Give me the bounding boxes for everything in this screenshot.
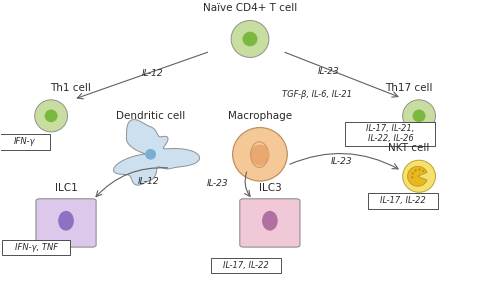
Ellipse shape — [34, 100, 68, 132]
Ellipse shape — [402, 100, 436, 132]
Text: Naïve CD4+ T cell: Naïve CD4+ T cell — [203, 3, 297, 13]
Text: IL-17, IL-22: IL-17, IL-22 — [224, 261, 269, 270]
Polygon shape — [408, 166, 427, 186]
Text: IFN-γ, TNF: IFN-γ, TNF — [14, 243, 58, 252]
Text: Dendritic cell: Dendritic cell — [116, 111, 185, 121]
Ellipse shape — [232, 127, 287, 181]
Ellipse shape — [242, 32, 258, 46]
Ellipse shape — [414, 169, 416, 171]
Polygon shape — [114, 120, 200, 185]
Ellipse shape — [262, 211, 278, 231]
FancyBboxPatch shape — [36, 199, 96, 247]
Text: IL-12: IL-12 — [142, 69, 164, 78]
Ellipse shape — [418, 168, 420, 171]
FancyBboxPatch shape — [0, 134, 50, 150]
Text: IL-23: IL-23 — [331, 157, 353, 166]
Ellipse shape — [412, 172, 414, 175]
Text: IL-23: IL-23 — [207, 179, 229, 188]
Ellipse shape — [145, 149, 156, 160]
FancyBboxPatch shape — [211, 258, 282, 273]
Ellipse shape — [411, 176, 414, 179]
Text: TGF-β, IL-6, IL-21: TGF-β, IL-6, IL-21 — [282, 90, 352, 99]
Ellipse shape — [402, 160, 436, 192]
Ellipse shape — [44, 109, 58, 122]
Text: Th1 cell: Th1 cell — [50, 83, 92, 93]
Ellipse shape — [422, 170, 424, 172]
Text: IL-12: IL-12 — [138, 177, 159, 186]
Ellipse shape — [412, 109, 426, 122]
Ellipse shape — [231, 21, 269, 58]
Text: Macrophage: Macrophage — [228, 111, 292, 121]
Text: IL-17, IL-22: IL-17, IL-22 — [380, 197, 426, 206]
FancyBboxPatch shape — [368, 193, 438, 209]
Text: NKT cell: NKT cell — [388, 143, 430, 153]
Text: IFN-γ: IFN-γ — [14, 137, 36, 146]
Text: IL-17, IL-21,
IL-22, IL-26: IL-17, IL-21, IL-22, IL-26 — [366, 124, 414, 144]
Text: IL-23: IL-23 — [318, 67, 340, 76]
FancyBboxPatch shape — [2, 240, 70, 255]
FancyBboxPatch shape — [346, 122, 436, 146]
Text: Th17 cell: Th17 cell — [386, 83, 433, 93]
FancyBboxPatch shape — [240, 199, 300, 247]
Text: ILC1: ILC1 — [54, 183, 78, 193]
Polygon shape — [250, 145, 270, 165]
Ellipse shape — [58, 211, 74, 231]
Text: ILC3: ILC3 — [258, 183, 281, 193]
